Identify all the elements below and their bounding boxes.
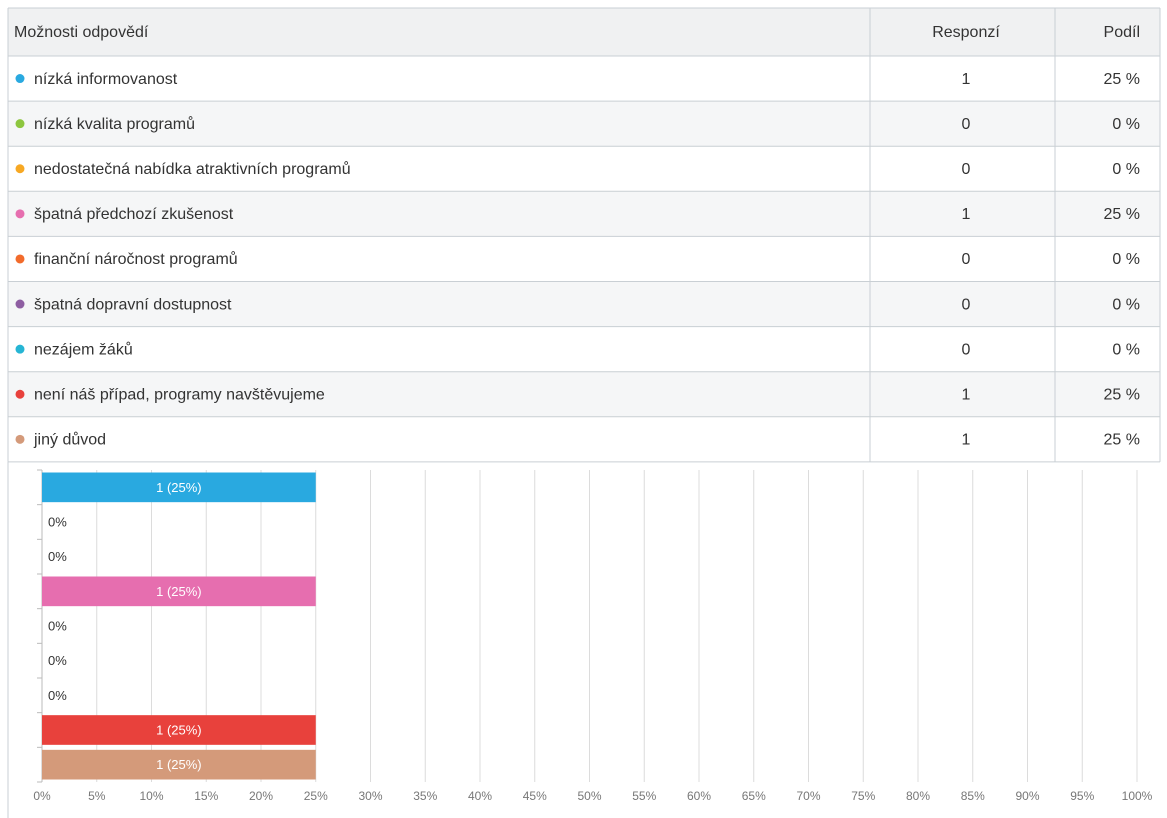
share-text: 0 %: [1112, 161, 1140, 178]
responses-text: 1: [962, 71, 971, 88]
share-text: 25 %: [1104, 432, 1140, 449]
bar-value-label: 1 (25%): [156, 480, 202, 495]
share-text: 0 %: [1112, 251, 1140, 268]
header-responses: Responzí: [932, 24, 1000, 41]
x-tick-label: 40%: [468, 789, 492, 803]
option-text: špatná dopravní dostupnost: [34, 296, 232, 313]
bar-value-label: 0%: [48, 653, 67, 668]
bar-value-label: 0%: [48, 688, 67, 703]
responses-text: 0: [962, 341, 971, 358]
bar-value-label: 1 (25%): [156, 722, 202, 737]
row-bg: [8, 56, 1160, 102]
row-bg: [8, 371, 1160, 417]
x-tick-label: 15%: [194, 789, 218, 803]
x-tick-label: 0%: [33, 789, 51, 803]
responses-text: 0: [962, 161, 971, 178]
responses-text: 0: [962, 296, 971, 313]
x-tick-label: 75%: [851, 789, 875, 803]
x-tick-label: 90%: [1015, 789, 1039, 803]
row-bg: [8, 326, 1160, 372]
x-tick-label: 60%: [687, 789, 711, 803]
x-tick-label: 95%: [1070, 789, 1094, 803]
bar-value-label: 1 (25%): [156, 757, 202, 772]
row-dot: [15, 209, 25, 219]
row-dot: [15, 74, 25, 84]
x-tick-label: 25%: [304, 789, 328, 803]
x-tick-label: 5%: [88, 789, 106, 803]
x-tick-label: 50%: [577, 789, 601, 803]
option-text: nedostatečná nabídka atraktivních progra…: [34, 160, 351, 178]
share-text: 0 %: [1112, 296, 1140, 313]
option-text: nízká informovanost: [34, 71, 178, 88]
x-tick-label: 70%: [796, 789, 820, 803]
row-dot: [15, 119, 25, 129]
bar: [42, 749, 316, 780]
x-tick-label: 45%: [523, 789, 547, 803]
share-text: 0 %: [1112, 341, 1140, 358]
bar: [42, 472, 316, 503]
row-bg: [8, 281, 1160, 327]
header-share: Podíl: [1104, 24, 1140, 41]
row-dot: [15, 434, 25, 444]
option-text: nezájem žáků: [34, 340, 133, 358]
share-text: 25 %: [1104, 386, 1140, 403]
row-bg: [8, 101, 1160, 147]
x-tick-label: 20%: [249, 789, 273, 803]
x-tick-label: 65%: [742, 789, 766, 803]
x-tick-label: 100%: [1122, 789, 1153, 803]
x-tick-label: 55%: [632, 789, 656, 803]
option-text: špatná předchozí zkušenost: [34, 206, 234, 223]
option-text: není náš případ, programy navštěvujeme: [34, 386, 325, 403]
responses-text: 1: [962, 432, 971, 449]
share-text: 25 %: [1104, 206, 1140, 223]
responses-text: 1: [962, 386, 971, 403]
responses-text: 1: [962, 206, 971, 223]
row-dot: [15, 389, 25, 399]
row-bg: [8, 191, 1160, 237]
x-tick-label: 85%: [961, 789, 985, 803]
x-tick-label: 30%: [358, 789, 382, 803]
share-text: 25 %: [1104, 71, 1140, 88]
row-dot: [15, 164, 25, 174]
responses-text: 0: [962, 116, 971, 133]
bar-value-label: 0%: [48, 618, 67, 633]
bar-value-label: 1 (25%): [156, 584, 202, 599]
option-text: nízká kvalita programů: [34, 115, 195, 133]
row-dot: [15, 299, 25, 309]
bar: [42, 715, 316, 745]
bar: [42, 576, 316, 607]
row-dot: [15, 254, 25, 264]
row-dot: [15, 344, 25, 354]
bar-value-label: 0%: [48, 549, 67, 564]
share-text: 0 %: [1112, 116, 1140, 133]
header-option: Možnosti odpovědí: [14, 24, 149, 41]
row-bg: [8, 416, 1160, 462]
responses-text: 0: [962, 251, 971, 268]
table-header-bg: [8, 8, 1160, 56]
option-text: jiný důvod: [33, 431, 106, 449]
x-tick-label: 80%: [906, 789, 930, 803]
row-bg: [8, 146, 1160, 192]
bar-value-label: 0%: [48, 514, 67, 529]
x-tick-label: 35%: [413, 789, 437, 803]
option-text: finanční náročnost programů: [34, 250, 238, 268]
row-bg: [8, 236, 1160, 282]
x-tick-label: 10%: [139, 789, 163, 803]
